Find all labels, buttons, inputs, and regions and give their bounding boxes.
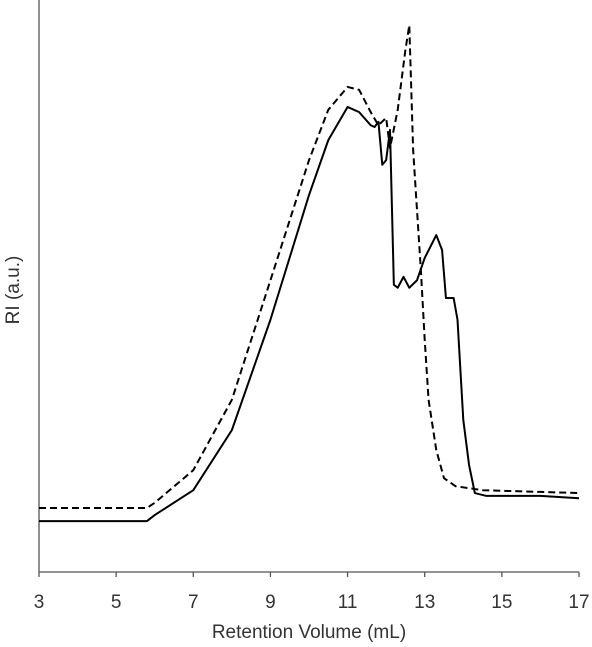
x-tick-label: 17 bbox=[568, 592, 589, 613]
x-tick-label: 3 bbox=[34, 592, 45, 613]
x-tick-label: 7 bbox=[188, 592, 199, 613]
x-tick-label: 13 bbox=[414, 592, 435, 613]
line-series bbox=[39, 24, 580, 509]
line-series bbox=[39, 105, 580, 523]
x-tick-label: 11 bbox=[338, 592, 358, 613]
x-axis-label: Retention Volume (mL) bbox=[212, 622, 406, 643]
x-tick-label: 5 bbox=[111, 592, 122, 613]
y-axis-label: RI (a.u.) bbox=[3, 256, 24, 325]
x-tick-label: 9 bbox=[265, 592, 276, 613]
x-tick-label: 15 bbox=[491, 592, 512, 613]
